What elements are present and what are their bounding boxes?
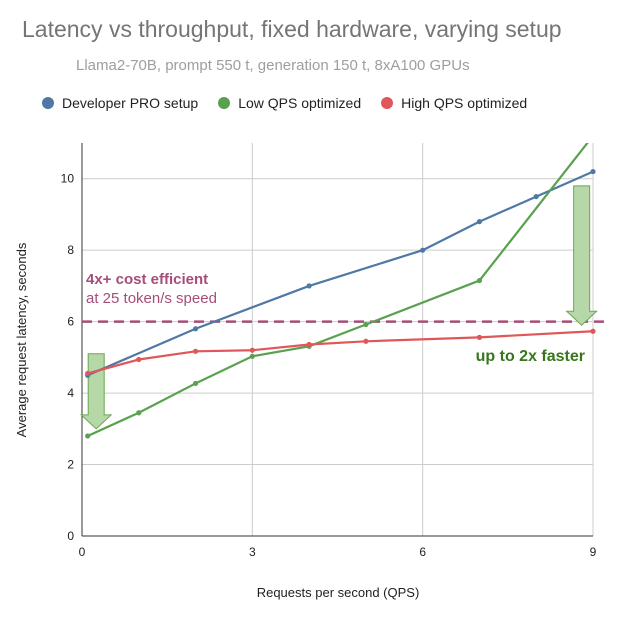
legend-swatch xyxy=(218,97,231,109)
x-tick-label: 3 xyxy=(249,545,256,559)
data-point xyxy=(363,338,369,344)
x-tick-label: 6 xyxy=(419,545,426,559)
data-point xyxy=(192,348,199,354)
legend-item-high-qps: High QPS optimized xyxy=(381,95,527,111)
data-point xyxy=(249,347,255,353)
y-tick-label: 8 xyxy=(67,243,74,257)
data-point xyxy=(476,277,483,284)
data-point xyxy=(306,341,312,348)
annotation-faster: up to 2x faster xyxy=(476,348,585,365)
data-point xyxy=(306,283,312,289)
series-line xyxy=(87,143,589,437)
y-tick-label: 6 xyxy=(67,315,74,329)
data-point xyxy=(590,133,595,138)
data-point xyxy=(192,380,199,387)
data-point xyxy=(249,353,255,359)
legend-swatch xyxy=(42,97,54,109)
chart-subtitle: Llama2-70B, prompt 550 t, generation 150… xyxy=(76,57,470,74)
gridlines xyxy=(82,143,594,536)
legend-label: Developer PRO setup xyxy=(62,95,199,111)
legend: Developer PRO setup Low QPS optimized Hi… xyxy=(42,95,527,111)
data-point xyxy=(363,321,369,328)
legend-item-low-qps: Low QPS optimized xyxy=(218,95,361,111)
data-point xyxy=(192,326,199,332)
data-point xyxy=(136,410,142,416)
y-tick-label: 4 xyxy=(67,386,74,400)
y-tick-label: 2 xyxy=(67,458,74,472)
data-point xyxy=(85,370,91,377)
down-arrow-icon xyxy=(565,185,598,326)
legend-item-developer-pro: Developer PRO setup xyxy=(42,95,198,111)
data-point xyxy=(136,356,142,363)
data-point xyxy=(85,433,91,439)
annotation-speed: at 25 token/s speed xyxy=(86,290,217,307)
series-2 xyxy=(85,328,596,377)
data-point xyxy=(476,219,483,225)
chart-title: Latency vs throughput, fixed hardware, v… xyxy=(22,16,562,42)
data-point xyxy=(420,247,426,253)
x-tick-label: 9 xyxy=(590,545,597,559)
x-tick-label: 0 xyxy=(79,545,86,559)
x-axis-title: Requests per second (QPS) xyxy=(257,585,420,600)
series-line xyxy=(87,330,594,375)
down-arrow-icon xyxy=(79,353,113,430)
data-point xyxy=(590,328,596,334)
y-tick-label: 10 xyxy=(61,172,75,186)
data-point xyxy=(476,334,483,340)
data-point xyxy=(590,168,596,175)
data-point xyxy=(533,193,539,200)
legend-label: High QPS optimized xyxy=(401,95,528,111)
legend-swatch xyxy=(381,97,394,109)
annotation-cost: 4x+ cost efficient xyxy=(86,271,208,288)
y-axis-title: Average request latency, seconds xyxy=(14,242,29,437)
series-0 xyxy=(85,168,596,378)
legend-label: Low QPS optimized xyxy=(238,95,362,111)
y-tick-label: 0 xyxy=(67,529,74,543)
